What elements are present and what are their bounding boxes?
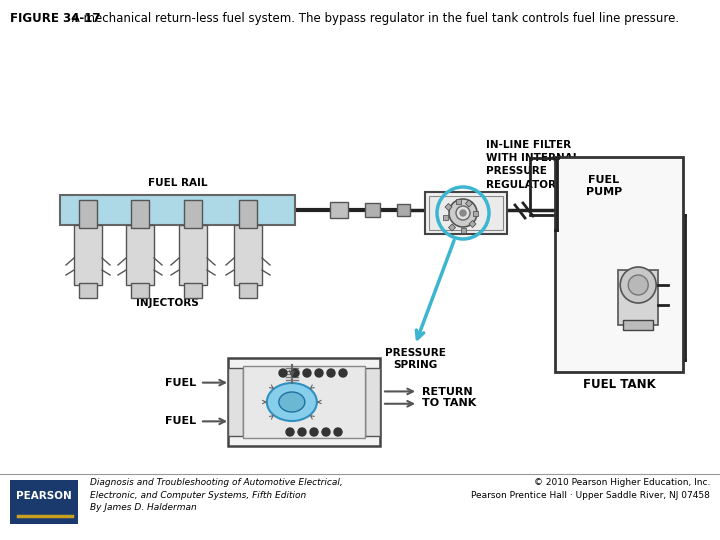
Bar [555, 157, 683, 372]
Circle shape [628, 275, 648, 295]
Circle shape [322, 428, 330, 436]
Bar [444, 215, 449, 220]
Bar [239, 283, 257, 298]
Circle shape [456, 206, 470, 220]
Ellipse shape [267, 383, 317, 421]
Bar [456, 199, 461, 204]
Bar [365, 368, 380, 436]
Bar [243, 366, 365, 438]
Bar [449, 224, 456, 231]
Text: RETURN
TO TANK: RETURN TO TANK [422, 387, 476, 408]
Bar [365, 203, 380, 217]
Bar [79, 200, 97, 228]
Bar [461, 227, 466, 233]
Bar [425, 192, 507, 234]
Bar [469, 220, 476, 227]
Bar [79, 283, 97, 298]
Bar [126, 225, 154, 285]
Circle shape [315, 369, 323, 377]
Text: FUEL
PUMP: FUEL PUMP [586, 175, 622, 197]
Text: FUEL: FUEL [165, 377, 196, 388]
Bar [624, 320, 653, 330]
Bar [234, 225, 262, 285]
Text: FUEL TANK: FUEL TANK [582, 378, 655, 391]
Bar [74, 225, 102, 285]
Circle shape [460, 210, 466, 216]
Circle shape [339, 369, 347, 377]
Circle shape [327, 369, 335, 377]
Bar [330, 202, 348, 218]
Ellipse shape [279, 392, 305, 412]
Text: Diagnosis and Troubleshooting of Automotive Electrical,
Electronic, and Computer: Diagnosis and Troubleshooting of Automot… [90, 478, 343, 512]
Circle shape [620, 267, 656, 303]
Bar [429, 196, 503, 230]
Bar [228, 358, 380, 446]
Text: IN-LINE FILTER
WITH INTERNAL
PRESSURE
REGULATOR: IN-LINE FILTER WITH INTERNAL PRESSURE RE… [486, 140, 580, 190]
Bar [184, 200, 202, 228]
Circle shape [303, 369, 311, 377]
Bar [10, 480, 78, 524]
Text: FUEL: FUEL [165, 416, 196, 427]
Circle shape [279, 369, 287, 377]
Text: © 2010 Pearson Higher Education, Inc.
Pearson Prentice Hall · Upper Saddle River: © 2010 Pearson Higher Education, Inc. Pe… [471, 478, 710, 500]
Bar [228, 368, 243, 436]
Text: FIGURE 34-17: FIGURE 34-17 [10, 12, 101, 25]
Text: INJECTORS: INJECTORS [135, 298, 199, 308]
Bar [60, 195, 295, 225]
Text: FUEL RAIL: FUEL RAIL [148, 178, 207, 188]
Circle shape [291, 369, 299, 377]
Bar [131, 200, 149, 228]
Bar [184, 283, 202, 298]
Text: A mechanical return-less fuel system. The bypass regulator in the fuel tank cont: A mechanical return-less fuel system. Th… [68, 12, 680, 25]
Circle shape [286, 428, 294, 436]
Circle shape [310, 428, 318, 436]
Circle shape [298, 428, 306, 436]
Bar [131, 283, 149, 298]
Bar [239, 200, 257, 228]
Bar [618, 270, 658, 325]
Circle shape [449, 199, 477, 227]
Text: PRESSURE
SPRING: PRESSURE SPRING [384, 348, 446, 369]
Bar [397, 204, 410, 216]
Bar [472, 211, 477, 215]
Text: PEARSON: PEARSON [16, 491, 72, 501]
Bar [179, 225, 207, 285]
Bar [465, 200, 472, 207]
Bar [445, 204, 452, 211]
Circle shape [334, 428, 342, 436]
